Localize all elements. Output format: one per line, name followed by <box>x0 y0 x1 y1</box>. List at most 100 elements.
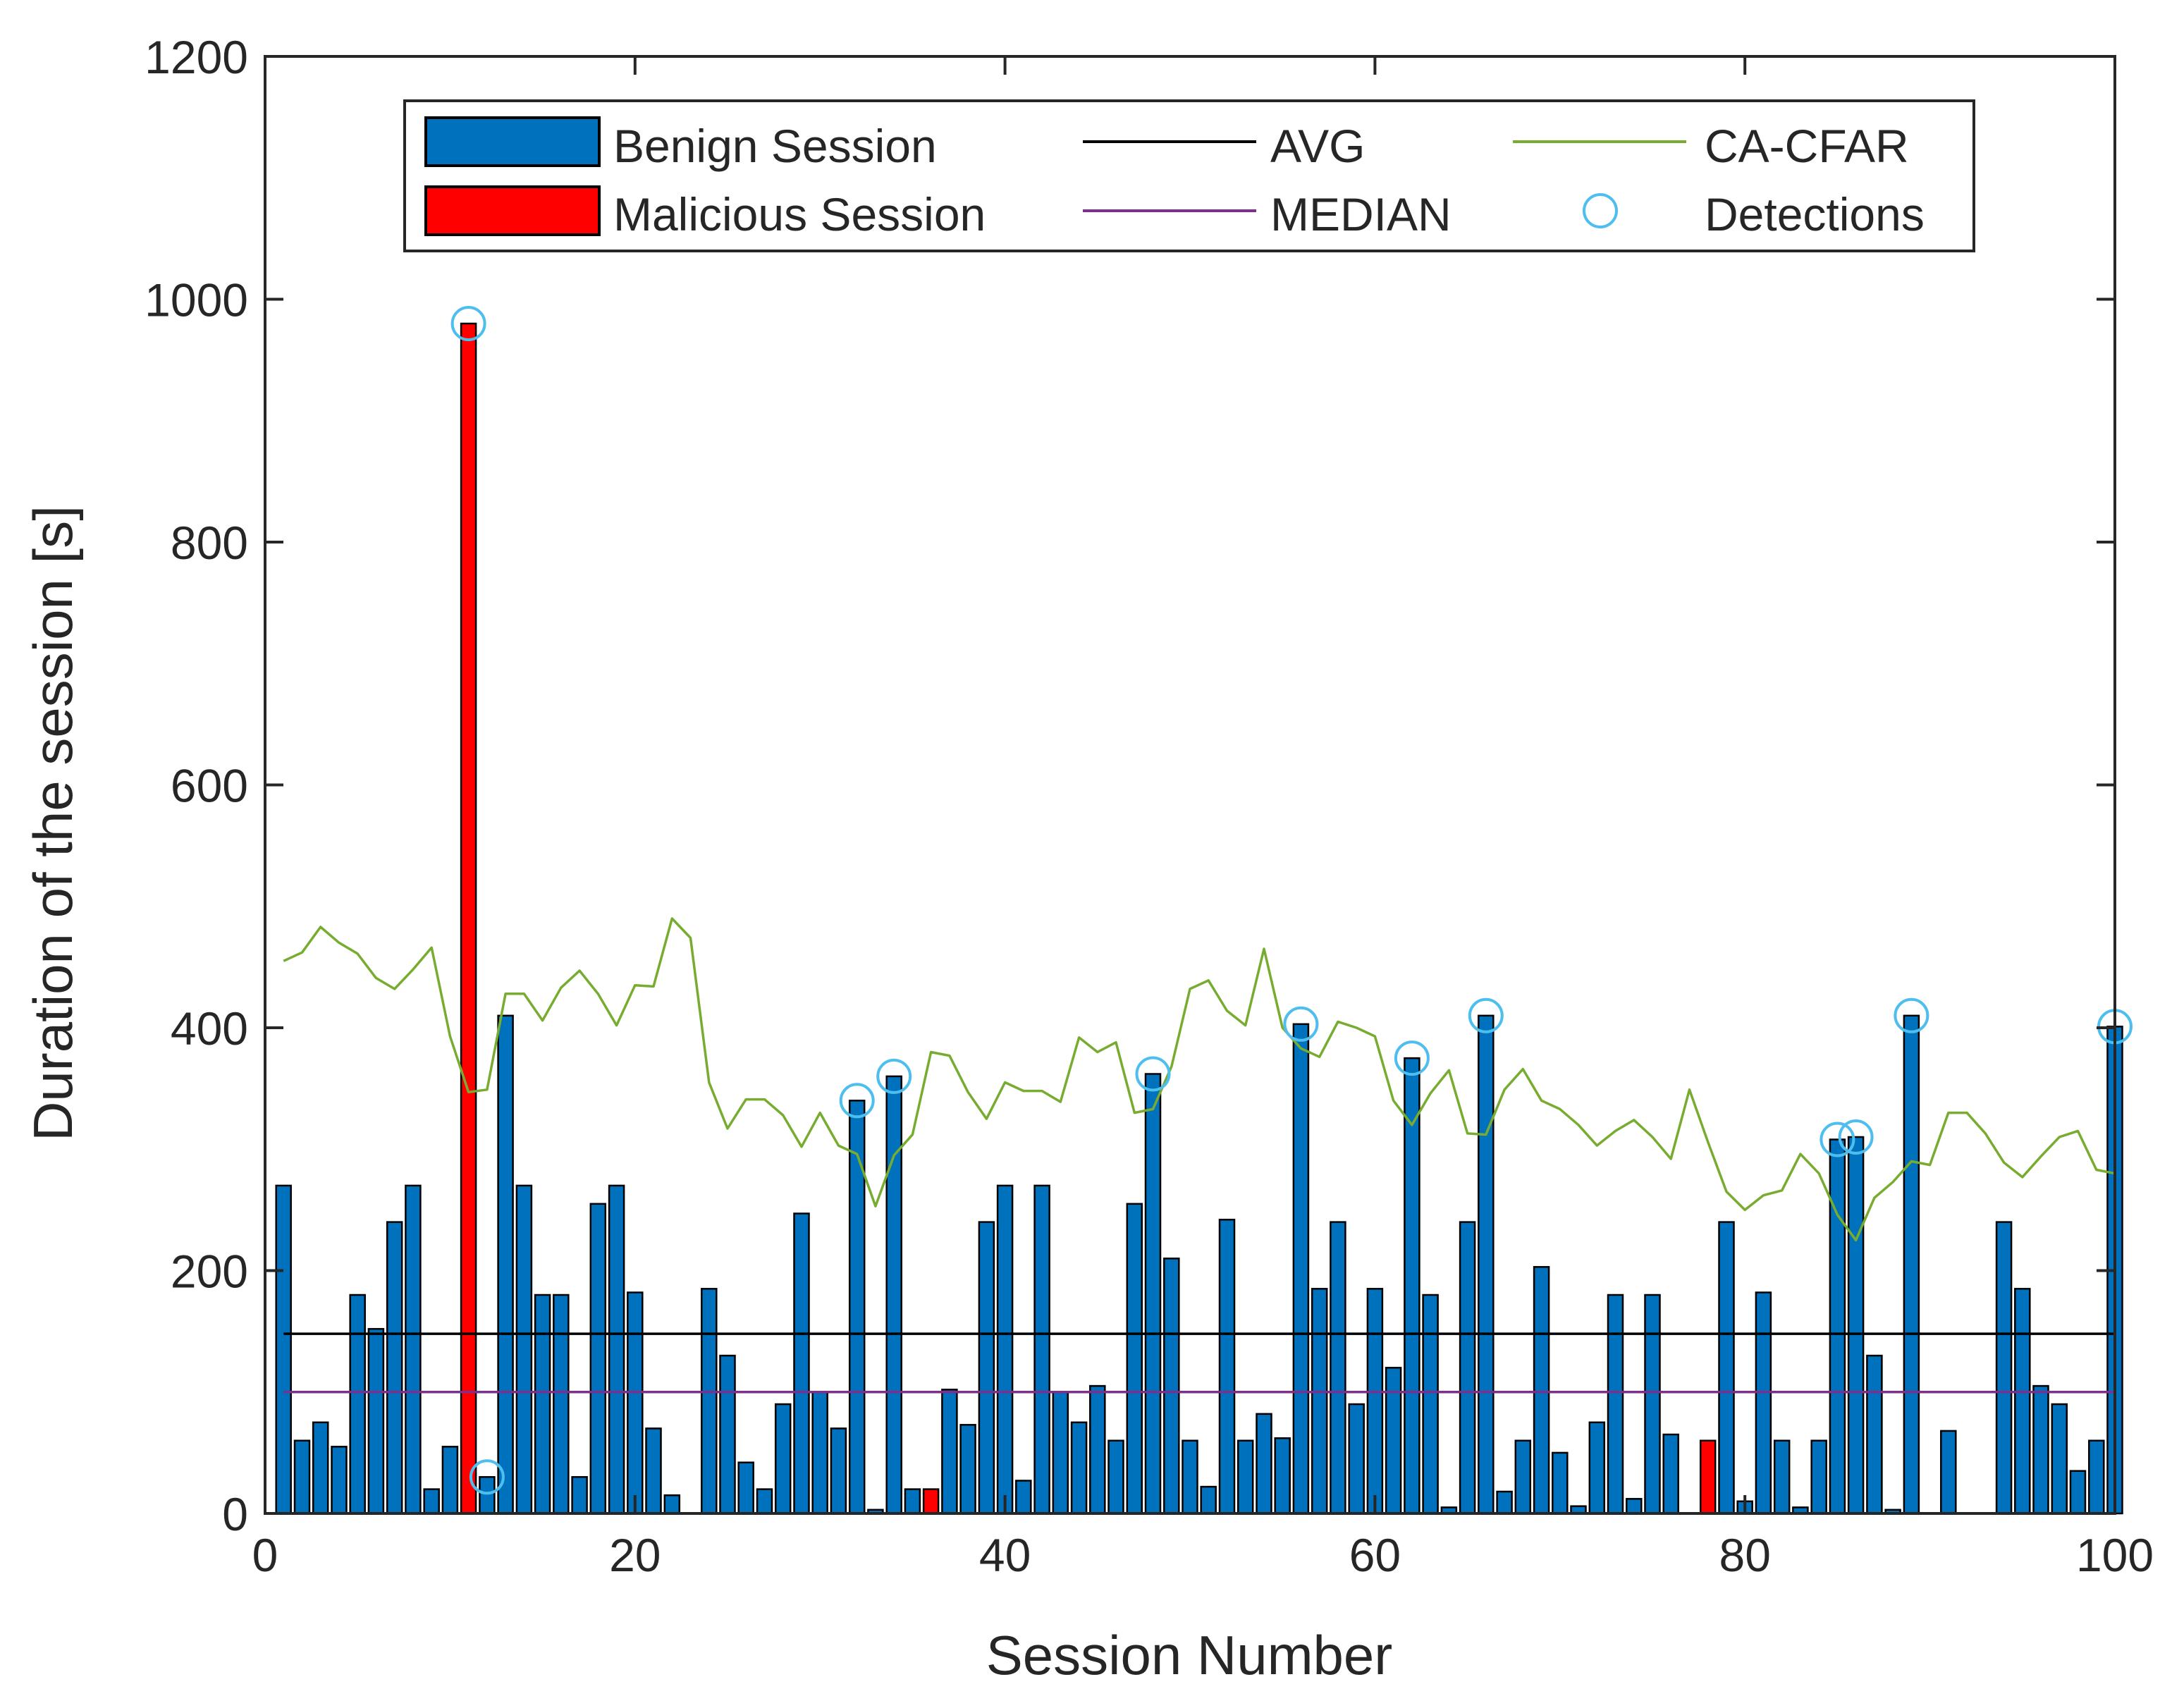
x-tick-label-80: 80 <box>1719 1529 1770 1581</box>
bar-session-91 <box>1940 1430 1957 1515</box>
bar-session-48 <box>1144 1073 1162 1515</box>
legend-swatch-malicious <box>424 185 601 236</box>
bar-session-85 <box>1829 1138 1846 1515</box>
bar-session-40 <box>996 1184 1014 1515</box>
bar-session-49 <box>1163 1258 1180 1515</box>
bar-session-69 <box>1533 1266 1550 1515</box>
bar-session-7 <box>386 1221 403 1515</box>
bar-session-27 <box>756 1488 773 1515</box>
bar-session-41 <box>1015 1480 1032 1515</box>
x-tick-label-60: 60 <box>1349 1529 1401 1581</box>
detection-marker-85 <box>1820 1122 1855 1157</box>
x-tick-label-40: 40 <box>979 1529 1031 1581</box>
bar-session-9 <box>423 1488 440 1515</box>
bar-session-22 <box>663 1494 681 1515</box>
bar-session-70 <box>1552 1451 1569 1515</box>
bar-session-14 <box>515 1184 533 1515</box>
x-tick-label-0: 0 <box>252 1529 278 1581</box>
bar-malicious-session-78 <box>1699 1439 1717 1515</box>
bar-session-42 <box>1033 1184 1050 1515</box>
bar-session-2 <box>293 1439 311 1515</box>
bar-session-63 <box>1422 1294 1439 1515</box>
bar-session-97 <box>2051 1403 2068 1515</box>
bar-session-99 <box>2088 1439 2105 1515</box>
bar-session-52 <box>1218 1218 1236 1515</box>
bar-session-67 <box>1496 1490 1513 1515</box>
bar-session-37 <box>941 1389 958 1515</box>
bar-session-8 <box>405 1184 422 1515</box>
bar-session-39 <box>978 1221 995 1515</box>
detection-marker-86 <box>1838 1119 1874 1155</box>
cacfar-line <box>283 917 2116 1242</box>
bar-session-6 <box>367 1327 385 1515</box>
detection-marker-89 <box>1894 997 1929 1033</box>
bar-session-53 <box>1237 1439 1254 1515</box>
bar-session-28 <box>774 1403 792 1515</box>
bar-session-32 <box>848 1100 866 1515</box>
y-tick-label-600: 600 <box>171 760 248 812</box>
bar-session-3 <box>312 1421 329 1515</box>
legend-label-malicious: Malicious Session <box>613 188 986 240</box>
detection-marker-12 <box>469 1459 505 1495</box>
x-axis-label: Session Number <box>986 1624 1393 1686</box>
bar-session-10 <box>441 1446 459 1515</box>
bar-session-84 <box>1810 1439 1827 1515</box>
bar-session-89 <box>1903 1014 1920 1515</box>
bar-session-47 <box>1126 1203 1143 1515</box>
bar-session-50 <box>1182 1439 1198 1515</box>
detection-marker-11 <box>450 306 486 341</box>
bar-session-76 <box>1662 1433 1679 1515</box>
bar-session-87 <box>1866 1354 1883 1515</box>
legend-label-cacfar: CA-CFAR <box>1705 120 1909 172</box>
bar-session-20 <box>627 1291 644 1515</box>
bar-session-54 <box>1256 1413 1272 1515</box>
bar-session-98 <box>2069 1470 2087 1515</box>
bar-session-45 <box>1089 1384 1106 1515</box>
bar-session-25 <box>719 1354 736 1515</box>
bar-session-26 <box>737 1461 754 1515</box>
bar-session-68 <box>1514 1439 1532 1515</box>
bar-session-58 <box>1330 1221 1346 1515</box>
detection-marker-34 <box>876 1058 912 1094</box>
y-tick-label-800: 800 <box>171 517 248 569</box>
bar-session-65 <box>1459 1221 1476 1515</box>
bar-session-74 <box>1626 1498 1643 1515</box>
bar-session-1 <box>275 1184 292 1515</box>
bar-session-29 <box>793 1212 810 1515</box>
bar-session-31 <box>830 1427 847 1515</box>
bar-session-57 <box>1311 1288 1328 1515</box>
bar-session-95 <box>2014 1288 2031 1515</box>
bar-session-43 <box>1052 1391 1069 1515</box>
x-tick-label-100: 100 <box>2076 1529 2154 1581</box>
bar-session-18 <box>589 1203 607 1515</box>
bar-session-12 <box>479 1476 496 1515</box>
y-axis-label: Duration of the session [s] <box>22 505 84 1141</box>
legend-label-benign: Benign Session <box>613 120 937 172</box>
legend-label-avg: AVG <box>1270 120 1365 172</box>
bar-session-73 <box>1607 1294 1624 1515</box>
bar-session-4 <box>331 1446 348 1515</box>
bars-layer <box>275 322 2123 1515</box>
bar-session-66 <box>1478 1014 1495 1515</box>
bar-session-17 <box>571 1476 588 1515</box>
bar-session-51 <box>1200 1485 1217 1515</box>
bar-session-21 <box>645 1427 662 1515</box>
y-tick-label-1000: 1000 <box>145 274 248 326</box>
legend-label-detections: Detections <box>1705 188 1925 240</box>
bar-session-46 <box>1107 1439 1124 1515</box>
bar-session-15 <box>534 1294 551 1515</box>
bar-session-72 <box>1588 1421 1606 1515</box>
bar-session-19 <box>608 1184 625 1515</box>
detection-marker-62 <box>1394 1040 1430 1076</box>
bar-session-81 <box>1755 1291 1772 1515</box>
lines-layer <box>283 917 2116 1394</box>
bar-session-86 <box>1847 1136 1865 1515</box>
x-tick-label-20: 20 <box>609 1529 661 1581</box>
legend-label-median: MEDIAN <box>1270 188 1452 240</box>
detection-marker-66 <box>1468 997 1504 1033</box>
y-tick-label-200: 200 <box>171 1246 248 1298</box>
bar-session-79 <box>1718 1221 1735 1515</box>
